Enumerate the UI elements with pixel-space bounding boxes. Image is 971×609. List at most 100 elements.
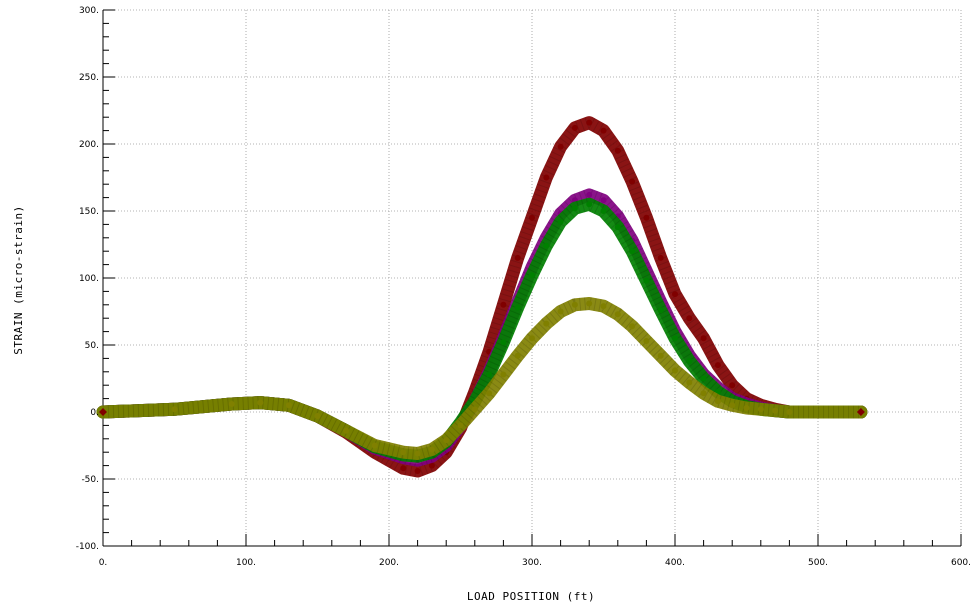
data-point <box>586 201 593 208</box>
data-point <box>614 147 621 154</box>
data-point <box>629 178 636 185</box>
data-point <box>228 401 235 407</box>
data-point <box>586 300 593 307</box>
data-point <box>643 214 650 221</box>
data-point <box>557 143 564 150</box>
x-tick-label: 400. <box>665 558 685 568</box>
series-line <box>96 197 868 463</box>
y-tick-label: -50. <box>81 475 99 485</box>
data-point <box>672 335 678 342</box>
data-point <box>500 339 507 346</box>
data-point <box>414 468 421 474</box>
y-tick-label: 0. <box>90 408 99 418</box>
data-point <box>500 371 507 378</box>
data-point <box>586 119 593 126</box>
data-point <box>600 208 607 214</box>
data-point <box>557 308 564 315</box>
y-tick-label: 200. <box>79 140 99 150</box>
series-line <box>96 188 868 467</box>
data-point <box>400 465 407 472</box>
data-point <box>643 338 650 344</box>
data-point <box>285 402 292 409</box>
data-point <box>729 382 736 389</box>
data-point <box>543 320 550 327</box>
data-point <box>514 304 521 311</box>
data-series <box>96 297 868 460</box>
y-tick-label: 300. <box>79 6 99 16</box>
end-marker <box>856 408 865 416</box>
x-tick-label: 0. <box>99 558 108 568</box>
data-point <box>686 379 693 386</box>
data-point <box>629 323 636 330</box>
data-point <box>714 362 721 369</box>
data-point <box>643 277 650 284</box>
y-tick-label: 100. <box>79 274 99 284</box>
data-point <box>657 352 664 359</box>
axis-layer <box>102 9 962 547</box>
data-point <box>571 124 578 131</box>
data-point <box>614 311 621 318</box>
data-series <box>96 116 868 478</box>
data-point <box>729 402 736 409</box>
data-point <box>757 406 764 413</box>
data-point <box>400 449 407 456</box>
data-point <box>600 127 607 134</box>
data-point <box>700 335 707 342</box>
data-point <box>714 398 721 405</box>
data-point <box>672 291 678 298</box>
data-point <box>457 422 464 429</box>
data-point <box>471 406 478 413</box>
label-layer: 0. 100. 200. 300. 400. 500. 600. -100. -50. 0. 50.… <box>76 6 971 568</box>
series-line <box>96 116 868 478</box>
y-tick-label: -100. <box>76 542 99 552</box>
data-point <box>414 450 421 457</box>
data-point <box>772 407 779 414</box>
data-point <box>171 406 178 413</box>
data-point <box>514 254 521 261</box>
data-point <box>500 301 507 308</box>
data-point <box>657 254 664 261</box>
data-point <box>586 191 593 198</box>
data-point <box>743 405 750 411</box>
x-tick-label: 200. <box>379 558 399 568</box>
y-tick-label: 150. <box>79 207 99 217</box>
data-series <box>96 197 868 463</box>
data-point <box>428 446 435 453</box>
data-point <box>600 197 607 204</box>
y-axis-title: STRAIN (micro-strain) <box>12 205 25 355</box>
y-tick-label: 50. <box>85 341 99 351</box>
series-marker-texture <box>102 188 861 467</box>
data-point <box>571 205 578 212</box>
data-point <box>571 301 578 308</box>
data-point <box>557 218 564 225</box>
data-point <box>614 224 621 231</box>
x-tick-label: 600. <box>951 558 971 568</box>
data-point <box>672 367 678 374</box>
data-point <box>629 248 636 255</box>
data-point <box>600 303 607 310</box>
data-point <box>486 371 493 378</box>
data-point <box>686 315 693 322</box>
data-point <box>257 399 264 406</box>
series-marker-texture <box>102 197 861 463</box>
data-point <box>657 307 664 314</box>
x-tick-label: 100. <box>236 558 256 568</box>
data-point <box>700 375 707 382</box>
data-point <box>443 437 450 444</box>
data-point <box>343 427 350 434</box>
data-point <box>428 462 435 469</box>
data-point <box>786 409 793 415</box>
series-marker-texture <box>102 116 861 478</box>
data-point <box>543 174 550 181</box>
data-point <box>529 214 535 221</box>
data-point <box>371 442 378 449</box>
y-tick-label: 250. <box>79 73 99 83</box>
series-layer <box>96 116 868 478</box>
data-point <box>514 352 521 359</box>
data-point <box>543 242 550 249</box>
x-tick-label: 500. <box>808 558 828 568</box>
data-point <box>686 358 693 365</box>
x-tick-label: 300. <box>522 558 542 568</box>
